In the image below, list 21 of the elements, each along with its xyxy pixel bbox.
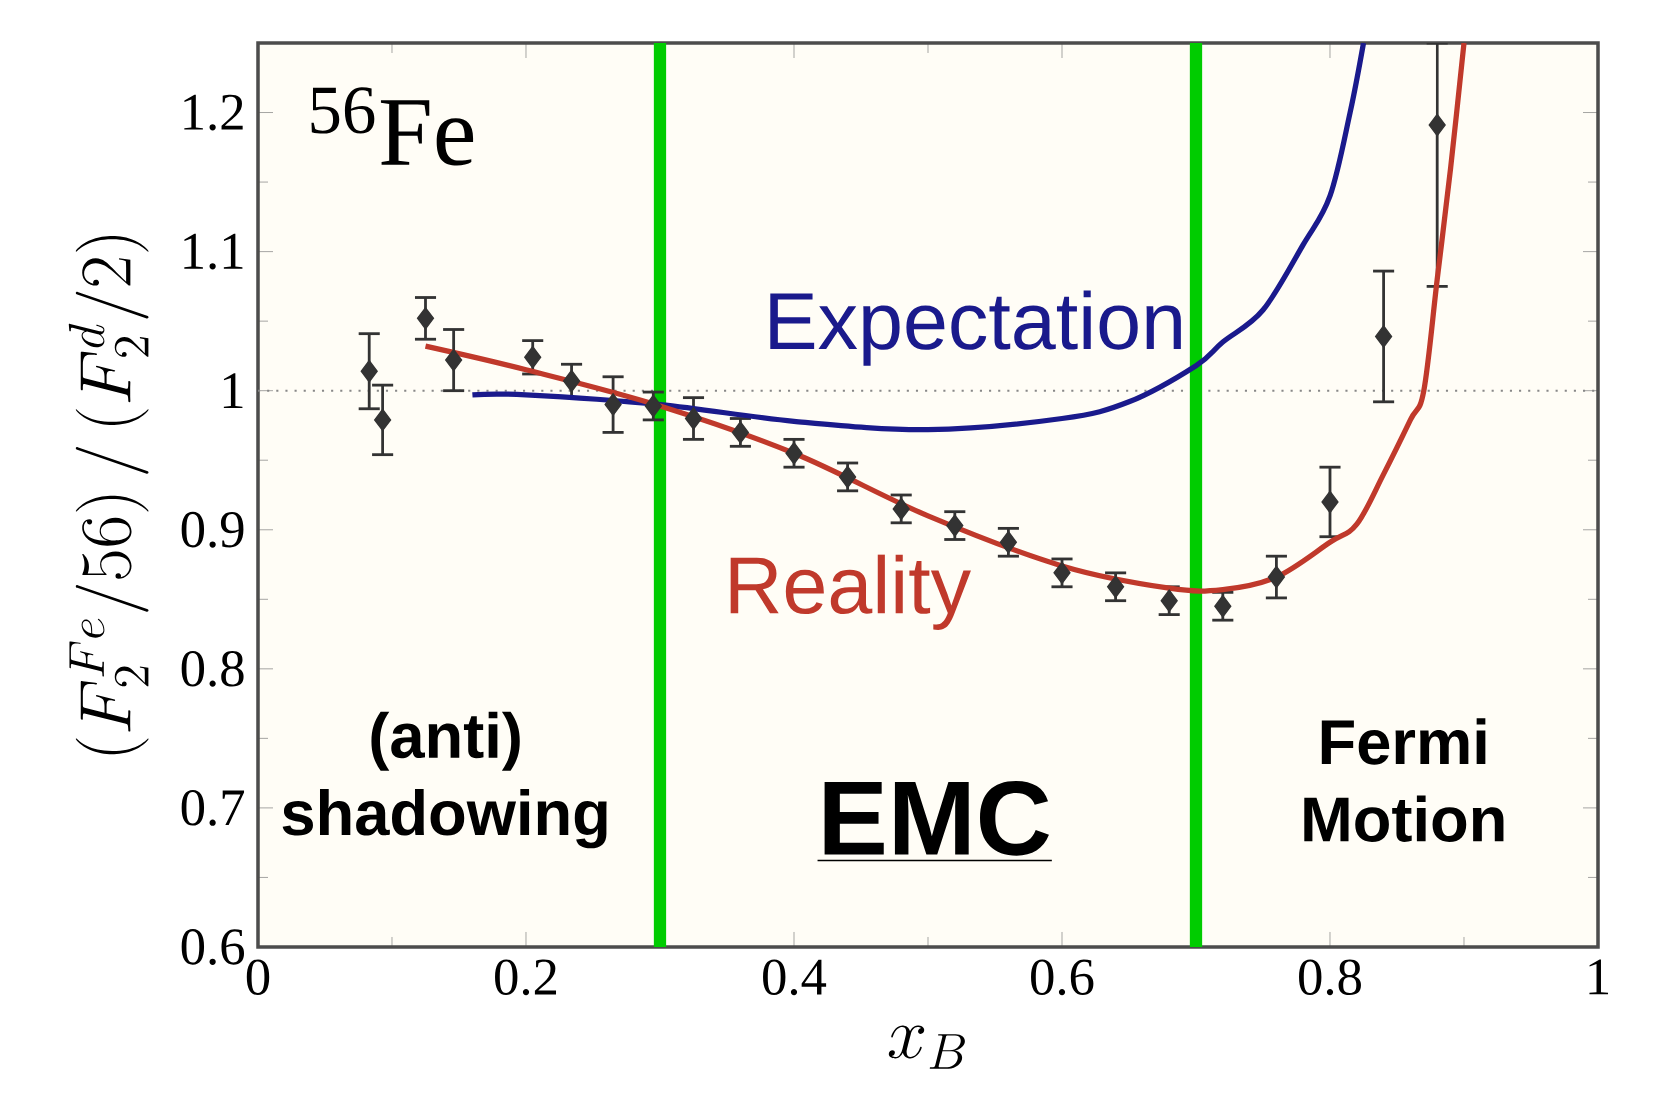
y-tick-label: 0.8 bbox=[181, 650, 244, 687]
y-tick-label: 0.6 bbox=[181, 929, 245, 965]
annotation: (anti) shadowing bbox=[282, 711, 607, 849]
annotation: EMC bbox=[824, 780, 1049, 856]
annotation: $^{56}$Fe bbox=[311, 87, 474, 166]
x-axis-title: $x_B$ bbox=[888, 1025, 965, 1069]
annotation: Fermi Motion bbox=[1304, 718, 1504, 842]
y-tick-label: 1.2 bbox=[184, 94, 243, 131]
series-label: Expectation bbox=[770, 290, 1181, 366]
y-tick-label: 0.9 bbox=[181, 511, 244, 548]
y-tick-label: 1.1 bbox=[184, 233, 243, 270]
x-tick-label: 0.6 bbox=[1031, 959, 1094, 996]
x-tick-label: 0.4 bbox=[763, 959, 827, 996]
x-tick-label: 1 bbox=[1589, 959, 1609, 995]
x-tick-label: 0 bbox=[246, 959, 270, 995]
x-tick-label: 0.2 bbox=[495, 959, 557, 996]
series-label: Reality bbox=[730, 554, 971, 630]
y-tick-label: 1 bbox=[223, 373, 243, 409]
x-tick-label: 0.8 bbox=[1299, 959, 1361, 996]
y-axis-title: $(F_2^{Fe}/56)\,/\,(F_2^d/2)$ bbox=[68, 235, 149, 755]
y-tick-label: 0.7 bbox=[181, 790, 245, 826]
